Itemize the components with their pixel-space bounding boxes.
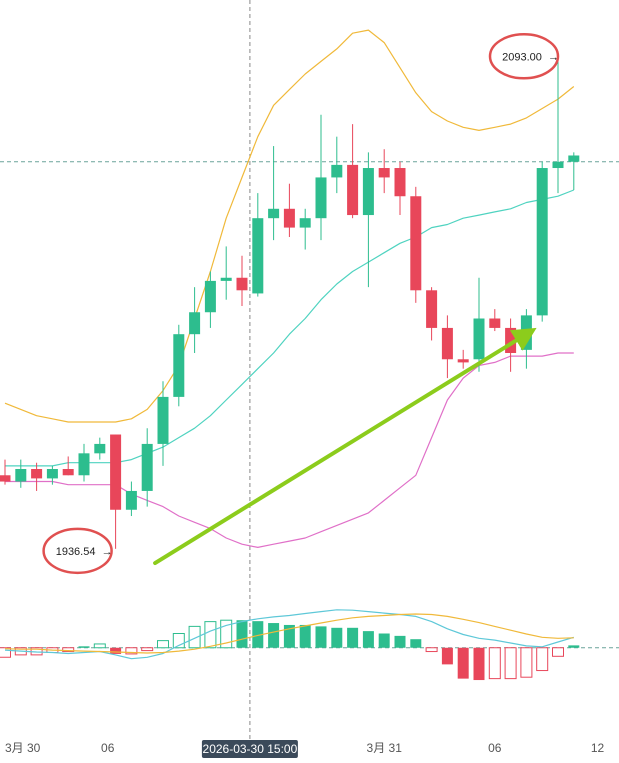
x-tick-label: 3月 30 [5, 741, 41, 755]
x-tick-label: 3月 31 [367, 741, 403, 755]
crosshair-time-label: 2026-03-30 15:00 [203, 742, 298, 756]
candle-body [568, 155, 580, 162]
candle-body [173, 334, 185, 397]
macd-histogram-bar [488, 647, 501, 680]
macd-histogram-bar [188, 625, 201, 649]
candle-body [110, 434, 122, 510]
macd-histogram-bar [78, 646, 90, 648]
macd-histogram-bar [220, 619, 233, 649]
macd-histogram-bar [110, 647, 122, 654]
x-tick-label: 06 [488, 741, 502, 755]
macd-histogram-bar [394, 635, 406, 648]
candle-body [141, 443, 153, 491]
macd-histogram-bar [425, 647, 438, 653]
crosshair-time-box [201, 740, 298, 758]
macd-histogram-bar [141, 647, 154, 652]
candle-body [62, 469, 74, 476]
macd-histogram-bar [125, 647, 138, 655]
macd-histogram-bar [172, 633, 185, 649]
candle-body [473, 318, 485, 360]
candle-body [0, 475, 11, 482]
macd-histogram-bar [93, 643, 106, 649]
x-tick-label: 12 [591, 741, 605, 755]
candle-body [299, 218, 311, 228]
candle-body [536, 168, 548, 316]
candle-body [410, 196, 422, 291]
candle-body [489, 318, 501, 328]
candle-body [236, 277, 248, 291]
candle-body [78, 453, 90, 476]
low-price-label: 1936.54 [56, 546, 96, 558]
high-annotation-circle [488, 33, 560, 80]
x-tick-label: 06 [101, 741, 115, 755]
boll-mid-line [5, 189, 575, 467]
macd-histogram-bar [552, 647, 564, 657]
macd-dea-line [4, 613, 574, 654]
macd-histogram-bar [410, 639, 422, 648]
macd-histogram-bar [473, 647, 485, 681]
candles-layer [0, 58, 580, 549]
macd-histogram-bar [283, 624, 295, 648]
macd-histogram-bar [0, 647, 11, 658]
candle-body [331, 164, 343, 178]
candle-body [189, 312, 201, 335]
candle-body [268, 208, 280, 219]
trend-arrow [153, 327, 537, 566]
macd-histogram-bar [568, 645, 580, 648]
macd-histogram-bar [299, 624, 311, 648]
candle-body [283, 208, 295, 228]
macd-histogram-bar [362, 631, 374, 648]
macd-panel [0, 609, 580, 681]
candle-body [347, 164, 359, 216]
candle-body [157, 396, 169, 444]
candle-body [204, 280, 216, 313]
macd-histogram-bar [457, 647, 469, 679]
candle-body [394, 168, 406, 197]
candle-body [457, 359, 469, 363]
candle-body [426, 290, 438, 328]
candle-body [46, 469, 58, 479]
high-price-label: 2093.00 [502, 51, 542, 63]
bollinger-bands [4, 29, 575, 549]
macd-histogram-bar [236, 620, 248, 648]
macd-histogram-bar [520, 647, 533, 678]
candle-body [315, 177, 327, 219]
macd-histogram-bar [268, 623, 280, 648]
macd-histogram-bar [504, 647, 517, 680]
candle-body [362, 168, 374, 216]
high-arrow-glyph: → [548, 51, 559, 63]
macd-histogram-bar [441, 647, 453, 665]
macd-histogram-bar [347, 627, 359, 648]
x-axis: 3月 30 06 3月 31 06 12 2026-03-30 15:00 [5, 740, 604, 758]
macd-histogram-bar [331, 627, 343, 648]
macd-histogram-bar [204, 621, 217, 649]
candle-body [552, 161, 564, 169]
macd-histogram-bar [536, 647, 549, 672]
overlay-layer: 2093.00 → 1936.54 → [42, 33, 560, 575]
candle-body [15, 469, 27, 482]
candle-body [378, 168, 390, 178]
low-arrow-glyph: → [102, 546, 113, 558]
macd-histogram-bar [378, 633, 390, 648]
candle-body [220, 277, 232, 281]
macd-histogram-bar [62, 647, 75, 653]
boll-upper-line [4, 29, 575, 423]
candle-body [94, 443, 106, 454]
macd-histogram-bar [252, 621, 264, 648]
candle-body [31, 469, 43, 479]
candle-body [441, 327, 453, 360]
macd-histogram-bar [315, 626, 327, 648]
candle-body [252, 218, 264, 294]
low-annotation-circle [42, 527, 113, 575]
macd-histogram-bar [157, 640, 169, 649]
candle-body [125, 490, 137, 510]
boll-lower-line [5, 352, 574, 549]
